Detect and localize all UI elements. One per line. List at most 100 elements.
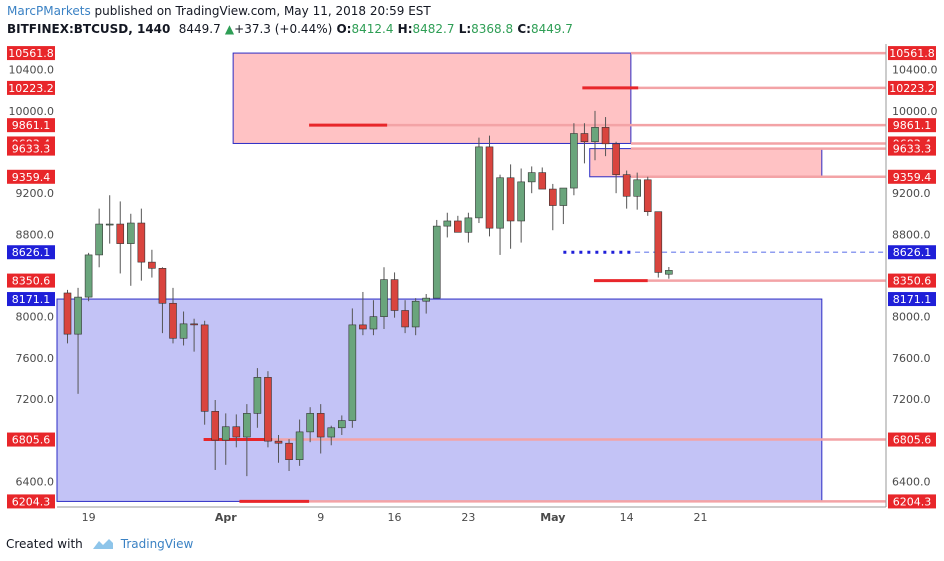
candle-body[interactable] (359, 324, 367, 330)
footer: Created with TradingView (6, 536, 193, 552)
price-label-right: 6805.6 (893, 434, 932, 447)
candle-body[interactable] (517, 181, 525, 222)
candle-body[interactable] (211, 411, 219, 441)
change-arrow-icon: ▲ (224, 22, 235, 36)
candle-body[interactable] (580, 133, 589, 143)
price-label-right-bg (888, 169, 936, 184)
candle-body[interactable] (538, 172, 547, 190)
candle-body[interactable] (116, 223, 125, 244)
price-label-left-bg (7, 80, 55, 95)
price-label-left: 9359.4 (12, 171, 51, 184)
candle-body[interactable] (369, 316, 378, 330)
candle-body[interactable] (601, 127, 610, 145)
last-price: 8449.7 (178, 22, 221, 36)
price-label-right-bg (888, 273, 936, 288)
price-label-left-bg (7, 292, 55, 307)
candle-body[interactable] (665, 270, 673, 275)
candle-body[interactable] (337, 420, 346, 429)
candle-body[interactable] (158, 267, 167, 304)
candle-body[interactable] (285, 442, 293, 460)
candle-body[interactable] (348, 324, 357, 421)
candle-body[interactable] (274, 440, 283, 444)
price-label-left: 6805.6 (12, 434, 51, 447)
price-label-left: 8626.1 (12, 246, 51, 259)
candle-body[interactable] (570, 133, 578, 189)
author-link[interactable]: MarcPMarkets (7, 4, 91, 18)
change-value: +37.3 (+0.44%) (234, 22, 333, 36)
candle-body[interactable] (137, 222, 146, 263)
close-value: 8449.7 (530, 22, 573, 36)
price-label-right: 9359.4 (893, 171, 932, 184)
candle-body[interactable] (443, 220, 452, 227)
candle-body[interactable] (454, 220, 462, 233)
y-tick-label-right: 6400.0 (892, 475, 931, 488)
candle-body[interactable] (95, 223, 103, 256)
candle-body[interactable] (464, 217, 473, 233)
candle-body[interactable] (475, 146, 483, 219)
candle-body[interactable] (74, 296, 82, 335)
candle-body[interactable] (327, 427, 336, 438)
candle-body[interactable] (264, 377, 272, 442)
candle-body[interactable] (401, 310, 409, 328)
tradingview-link[interactable]: TradingView (120, 537, 194, 551)
price-label-left: 10223.2 (8, 82, 54, 95)
candle-body[interactable] (84, 254, 93, 298)
open-value: 8412.4 (351, 22, 394, 36)
candle-body[interactable] (316, 413, 325, 438)
candle-body[interactable] (306, 413, 314, 433)
price-label-right-bg (888, 432, 936, 447)
candle-body[interactable] (622, 174, 631, 197)
x-tick-label: 9 (317, 511, 324, 524)
candle-body[interactable] (485, 146, 494, 229)
high-value: 8482.7 (412, 22, 455, 36)
publish-header: MarcPMarkets published on TradingView.co… (7, 3, 431, 19)
price-chart[interactable]: 10400.0 10400.0 10000.0 10000.0 9200.0 9200.0… (0, 0, 944, 530)
candle-body[interactable] (633, 179, 642, 197)
y-tick-label-left: 6400.0 (16, 475, 55, 488)
candle-body[interactable] (200, 324, 209, 412)
candle-body[interactable] (221, 426, 230, 441)
price-label-left-bg (7, 432, 55, 447)
price-label-left: 9861.1 (12, 119, 51, 132)
candle-body[interactable] (243, 413, 251, 438)
candle-body[interactable] (612, 143, 620, 175)
candle-body[interactable] (591, 127, 599, 143)
price-label-left-bg (7, 118, 55, 133)
price-label-left: 10561.8 (8, 47, 54, 60)
candle-body[interactable] (179, 323, 188, 339)
x-tick-label: 19 (82, 511, 96, 524)
candle-body[interactable] (422, 297, 431, 302)
price-label-left: 6204.3 (12, 495, 51, 508)
candle-body[interactable] (63, 292, 72, 335)
candle-body[interactable] (506, 177, 515, 222)
candle-body[interactable] (253, 377, 262, 414)
price-label-right: 10223.2 (889, 82, 935, 95)
created-with-label: Created with (6, 537, 83, 551)
candle-body[interactable] (232, 426, 241, 438)
candle-body[interactable] (432, 225, 441, 299)
candle-body[interactable] (169, 302, 177, 339)
price-label-left-bg (7, 46, 55, 61)
candle-body[interactable] (295, 431, 304, 460)
candle-body[interactable] (148, 261, 156, 269)
candle-body[interactable] (411, 300, 420, 328)
y-tick-label-right: 10000.0 (892, 105, 938, 118)
y-tick-label-left: 10000.0 (9, 105, 55, 118)
candle-body[interactable] (390, 279, 399, 311)
candle-body[interactable] (380, 279, 388, 317)
y-tick-label-left: 9200.0 (16, 187, 55, 200)
supply-zone-lower (589, 148, 823, 178)
candle-body[interactable] (527, 172, 536, 183)
y-tick-label-left: 8000.0 (16, 311, 55, 324)
candle-body[interactable] (127, 222, 135, 244)
candle-body[interactable] (105, 223, 114, 226)
candle-body[interactable] (643, 179, 652, 213)
symbol-name: BITFINEX:BTCUSD, 1440 (7, 22, 171, 36)
y-tick-label-left: 10400.0 (9, 64, 55, 77)
candle-body[interactable] (190, 323, 198, 326)
candle-body[interactable] (559, 187, 568, 206)
candle-body[interactable] (654, 211, 663, 273)
candle-body[interactable] (496, 177, 504, 229)
price-label-right: 9861.1 (893, 119, 932, 132)
candle-body[interactable] (548, 188, 557, 206)
